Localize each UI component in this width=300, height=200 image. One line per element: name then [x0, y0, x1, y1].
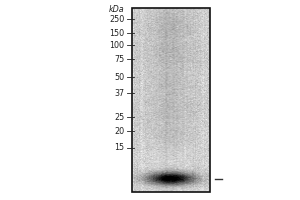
Text: 250: 250 — [109, 15, 124, 23]
Text: 25: 25 — [114, 112, 124, 121]
Text: 150: 150 — [110, 28, 124, 38]
Bar — [132, 8, 210, 192]
Text: 15: 15 — [114, 144, 124, 152]
Text: 37: 37 — [114, 88, 124, 98]
Text: 50: 50 — [114, 72, 124, 82]
Text: kDa: kDa — [109, 4, 124, 14]
Text: 75: 75 — [114, 54, 124, 64]
Text: 100: 100 — [110, 40, 124, 49]
Text: 20: 20 — [114, 127, 124, 136]
